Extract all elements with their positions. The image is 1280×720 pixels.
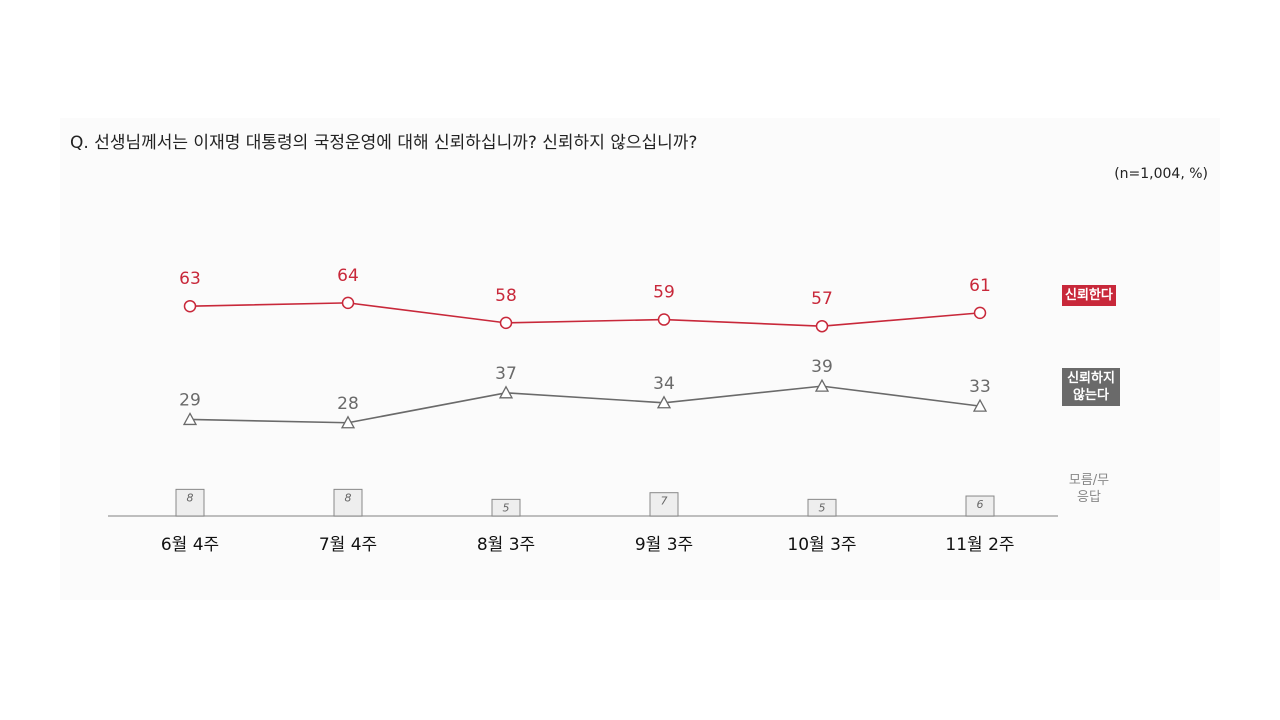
point [656, 395, 672, 409]
x-tick-label: 8월 3주 [477, 535, 535, 555]
data-label: 5 [819, 501, 826, 514]
data-label: 6 [977, 498, 984, 511]
data-label: 64 [337, 266, 359, 286]
point [657, 313, 671, 326]
chart-title: Q. 선생님께서는 이재명 대통령의 국정운영에 대해 신뢰하십니까? 신뢰하지… [70, 133, 698, 153]
point [183, 299, 197, 313]
chart-subtitle: (n=1,004, %) [1114, 166, 1208, 182]
data-label: 59 [653, 283, 675, 303]
data-label: 57 [811, 289, 833, 309]
data-label: 33 [969, 377, 991, 397]
point [499, 316, 513, 330]
data-label: 63 [179, 269, 201, 289]
bar [649, 492, 679, 517]
bar [333, 488, 363, 517]
bar [491, 498, 521, 517]
bar [175, 488, 205, 517]
data-label: 61 [969, 276, 991, 296]
chart-panel [60, 118, 1220, 600]
point [340, 415, 356, 429]
data-label: 34 [653, 374, 675, 394]
data-label: 58 [495, 286, 517, 306]
data-label: 8 [187, 491, 194, 504]
data-label: 8 [345, 491, 352, 504]
line [189, 302, 981, 327]
legend-label: 신뢰하지 않는다 [1062, 368, 1120, 406]
point [814, 378, 830, 392]
legend-label: 신뢰한다 [1062, 285, 1116, 306]
x-tick-label: 9월 3주 [635, 535, 693, 555]
point [182, 412, 198, 426]
data-label: 5 [503, 501, 510, 514]
data-label: 37 [495, 364, 517, 384]
data-label: 28 [337, 394, 359, 414]
legend-label: 모름/무응답 [1068, 473, 1110, 505]
point [341, 296, 355, 310]
point [972, 398, 988, 412]
x-tick-label: 7월 4주 [319, 535, 377, 555]
x-tick-label: 6월 4주 [161, 535, 219, 555]
bar [807, 498, 837, 517]
data-label: 39 [811, 357, 833, 377]
point [498, 385, 514, 399]
point [815, 319, 829, 333]
point [973, 306, 987, 320]
x-tick-label: 11월 2주 [945, 535, 1014, 555]
x-tick-label: 10월 3주 [787, 535, 856, 555]
line [189, 385, 981, 424]
bar [965, 495, 995, 517]
data-label: 7 [661, 495, 668, 508]
data-label: 29 [179, 390, 201, 410]
